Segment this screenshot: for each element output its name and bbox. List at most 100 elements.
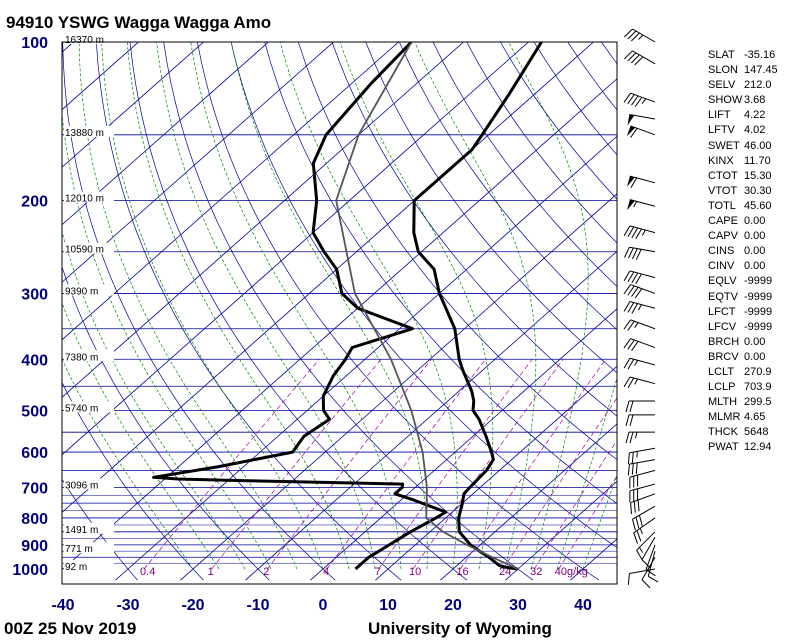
index-value: -35.16 [744, 49, 776, 61]
barb-full [636, 530, 642, 542]
barb-full [627, 377, 635, 389]
barb-full [623, 301, 631, 312]
wind-barb [629, 469, 656, 489]
footer-date: 00Z 25 Nov 2019 [4, 619, 136, 638]
barb-staff [630, 319, 656, 330]
moist-adiabat-line [190, 42, 402, 570]
wind-barb [623, 92, 656, 107]
mixing-ratio-labels: 0.4 1 2 4 7 10 16 24 32 40g/kg [140, 566, 588, 578]
pressure-tick-label: 800 [21, 511, 48, 528]
wind-barb [623, 338, 656, 351]
barb-staff [629, 469, 656, 478]
dewpoint-trace [152, 42, 448, 571]
wind-barb [627, 447, 656, 465]
index-row: KINX 11.70 [708, 154, 796, 169]
height-label-bg [64, 350, 114, 362]
index-name: MLMR [708, 411, 741, 424]
temperature-axis: -40 -30 -20 -10 0 10 20 30 40 [51, 597, 592, 614]
barb-full [625, 414, 630, 427]
barb-full [635, 462, 638, 475]
moist-adiabat-line [230, 42, 428, 569]
barb-full [627, 464, 630, 476]
grid-lines [62, 42, 617, 581]
height-label-bg [64, 478, 114, 490]
barb-staff [632, 505, 656, 520]
index-row: MLTH 299.5 [708, 395, 796, 410]
height-label-bg [64, 242, 114, 254]
index-value: 12.94 [744, 441, 772, 454]
wind-barb [624, 246, 656, 260]
index-name: PWAT [708, 441, 739, 454]
barb-full [624, 28, 633, 38]
index-value: -9999 [744, 275, 773, 288]
mixing-ratio-line [558, 475, 617, 570]
barb-full [627, 285, 635, 296]
index-name: CAPV [708, 230, 738, 243]
barb-flag [627, 199, 635, 211]
barb-full [634, 96, 643, 107]
moist-adiabat-line [279, 42, 458, 570]
index-name: LFCV [708, 320, 737, 333]
index-row: CINV 0.00 [708, 259, 796, 274]
index-name: SLON [708, 64, 738, 77]
barb-full [631, 303, 639, 314]
mixing-ratio-label: 4 [323, 566, 329, 578]
isotherm-line [310, 308, 617, 581]
mixing-ratio-label: 32 [530, 566, 542, 578]
barb-staff [636, 531, 656, 551]
barb-full [623, 92, 631, 103]
mixing-ratio-line [211, 359, 382, 570]
height-label-bg [64, 542, 114, 554]
index-name: LCLT [708, 365, 735, 378]
mixing-ratio-line [378, 359, 533, 570]
index-value: 3.68 [744, 94, 766, 107]
barb-full [637, 499, 640, 512]
stability-indices: SLAT -35.16 SLON 147.45 SELV 212.0 SHOW 3.68 LIF… [708, 48, 796, 456]
isotherm-line [505, 480, 617, 581]
barb-full [623, 284, 631, 295]
moist-adiabat-line [101, 42, 324, 570]
height-label: 5740 m [65, 403, 98, 414]
barb-half [634, 378, 639, 385]
barb-staff [630, 338, 656, 349]
index-name: SLAT [708, 49, 735, 61]
barb-full [631, 248, 638, 260]
pressure-tick-label: 700 [21, 480, 48, 497]
index-name: KINX [708, 154, 734, 167]
dry-adiabat-line [230, 42, 617, 549]
barb-staff [629, 270, 656, 279]
barb-full [648, 575, 659, 583]
dry-adiabat-line [365, 42, 617, 374]
sounding-traces [152, 42, 543, 571]
index-value: 46.00 [744, 139, 772, 152]
index-name: EQTV [708, 290, 738, 303]
barb-full [624, 246, 630, 258]
barb-full [627, 573, 630, 585]
wind-barb [627, 199, 656, 211]
height-label: 12010 m [65, 194, 104, 205]
barb-full [623, 338, 631, 349]
mixing-ratio-line [143, 359, 320, 570]
index-name: THCK [708, 426, 738, 439]
barb-full [625, 400, 630, 413]
index-row: PWAT 12.94 [708, 440, 796, 455]
index-row: EQTV -9999 [708, 290, 796, 305]
barb-full [635, 249, 642, 260]
index-row: LCLT 270.9 [708, 365, 796, 380]
barb-full [631, 452, 634, 464]
barb-full [625, 432, 630, 444]
isotherm-line [62, 42, 400, 341]
index-name: CTOT [708, 169, 738, 182]
barb-staff [632, 28, 656, 43]
barb-full [636, 549, 643, 561]
barb-full [630, 128, 638, 138]
barb-staff [633, 517, 656, 534]
wind-barb [624, 28, 656, 43]
barb-staff [632, 50, 656, 65]
wind-barb [627, 175, 656, 188]
index-row: CAPE 0.00 [708, 214, 796, 229]
temperature-tick-label: 20 [444, 597, 462, 614]
barb-full [631, 519, 636, 531]
barb-full [635, 273, 642, 285]
moist-adiabat-line [78, 42, 298, 570]
